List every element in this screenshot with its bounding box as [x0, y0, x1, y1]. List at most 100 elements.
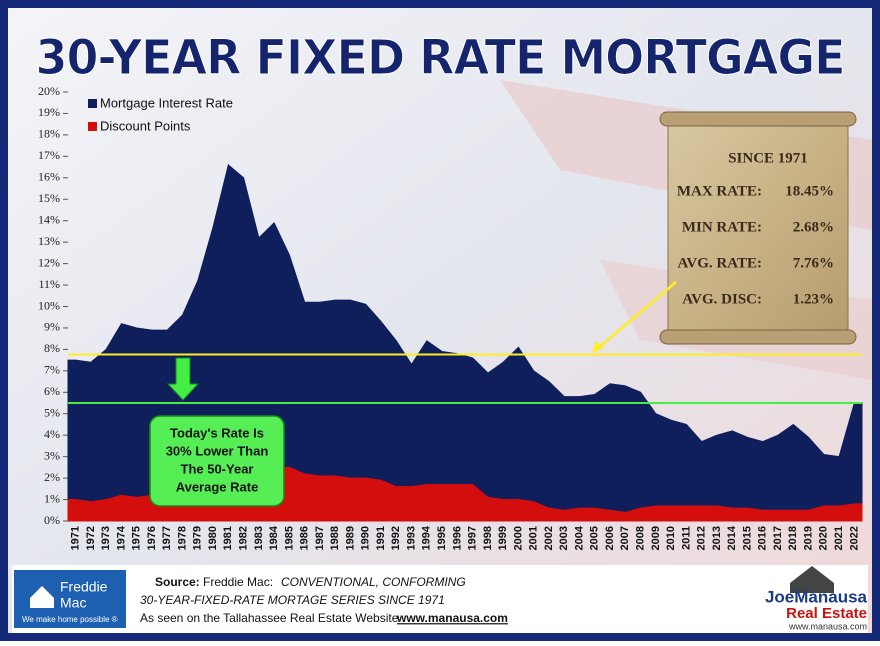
site-link[interactable]: www.manausa.com [396, 611, 508, 625]
x-tick-label: 1988 [329, 526, 341, 550]
x-tick-label: 2017 [772, 526, 784, 550]
x-tick-label: 2015 [741, 526, 753, 550]
x-tick-label: 2011 [680, 526, 692, 550]
x-tick-label: 1995 [436, 526, 448, 550]
y-tick-label: 0% [44, 513, 60, 527]
pointer-arrow [595, 281, 677, 351]
x-tick-label: 1980 [207, 526, 219, 550]
callout-arrow [166, 357, 200, 401]
y-tick-label: 1% [44, 491, 60, 505]
x-tick-label: 2010 [665, 526, 677, 550]
stat-label: MAX RATE: [677, 183, 762, 199]
x-tick-label: 2021 [833, 526, 845, 550]
stat-label: AVG. RATE: [678, 255, 762, 271]
x-tick-label: 2014 [726, 525, 738, 550]
x-tick-label: 1978 [176, 526, 188, 550]
y-tick-label: 9% [44, 320, 60, 334]
x-tick-label: 1977 [161, 526, 173, 550]
logo-text: Mac [60, 595, 86, 611]
x-tick-label: 1986 [299, 526, 311, 550]
stat-value: 7.76% [793, 255, 834, 271]
x-tick-label: 1994 [421, 525, 433, 550]
y-tick-label: 6% [44, 384, 60, 398]
y-tick-label: 11% [38, 277, 60, 291]
pointer-head [592, 341, 604, 353]
x-tick-label: 1976 [146, 526, 158, 550]
scroll-roll [659, 111, 857, 127]
y-tick-label: 16% [38, 170, 60, 184]
x-tick-label: 1997 [467, 526, 479, 550]
x-tick-label: 1985 [283, 526, 295, 550]
scroll-roll [659, 329, 857, 345]
x-tick-label: 1971 [70, 526, 82, 550]
x-tick-label: 1998 [482, 526, 494, 550]
legend-swatch [88, 122, 97, 131]
y-tick-label: 10% [38, 298, 60, 312]
x-tick-label: 1996 [451, 526, 463, 550]
legend-label: Mortgage Interest Rate [100, 95, 233, 110]
y-tick-label: 18% [38, 127, 60, 141]
y-tick-label: 20% [38, 84, 60, 98]
seen-on: As seen on the Tallahassee Real Estate W… [140, 611, 399, 625]
x-tick-label: 1981 [222, 526, 234, 550]
x-tick-label: 2020 [818, 526, 830, 550]
chart-title: 30-YEAR FIXED RATE MORTGAGE [35, 30, 844, 86]
x-tick-label: 2001 [528, 526, 540, 550]
y-tick-label: 13% [38, 234, 60, 248]
stat-value: 1.23% [793, 291, 834, 307]
callout-text: Today's Rate Is [170, 425, 264, 440]
series-line: 30-YEAR-FIXED-RATE MORTAGE SERIES SINCE … [140, 593, 445, 607]
x-tick-label: 1979 [192, 526, 204, 550]
stat-label: AVG. DISC: [682, 291, 762, 307]
x-tick-label: 1987 [314, 526, 326, 550]
source-detail: CONVENTIONAL, CONFORMING [281, 575, 466, 589]
callout-text: 30% Lower Than [166, 443, 269, 458]
x-tick-label: 2007 [619, 526, 631, 550]
x-tick-label: 2012 [696, 526, 708, 550]
x-tick-label: 1999 [497, 526, 509, 550]
logo-text: Freddie [60, 579, 108, 595]
stat-label: MIN RATE: [682, 219, 762, 235]
logo-url: www.manausa.com [788, 621, 867, 631]
callout-text: Average Rate [176, 479, 259, 494]
y-tick-label: 4% [44, 427, 60, 441]
house-logo [790, 566, 834, 593]
y-tick-label: 14% [38, 212, 60, 226]
x-tick-label: 1982 [238, 526, 250, 550]
house-icon [30, 586, 54, 608]
x-tick-label: 1973 [100, 526, 112, 550]
y-tick-label: 2% [44, 470, 60, 484]
x-tick-label: 1983 [253, 526, 265, 550]
x-tick-label: 1993 [405, 526, 417, 550]
logo-tagline: We make home possible ® [22, 615, 118, 624]
x-tick-label: 1984 [268, 525, 280, 550]
y-tick-label: 12% [38, 255, 60, 269]
footer-band [12, 565, 868, 633]
x-tick-label: 1974 [115, 525, 127, 550]
y-tick-label: 19% [38, 105, 60, 119]
y-tick-label: 15% [38, 191, 60, 205]
x-tick-label: 2005 [589, 526, 601, 550]
x-tick-label: 1972 [85, 526, 97, 550]
x-tick-label: 2003 [558, 526, 570, 550]
x-tick-label: 2013 [711, 526, 723, 550]
stat-value: 18.45% [785, 183, 834, 199]
x-tick-label: 2000 [512, 526, 524, 550]
y-tick-label: 8% [44, 341, 60, 355]
callout [149, 415, 285, 507]
y-tick-label: 7% [44, 363, 60, 377]
x-tick-label: 1991 [375, 526, 387, 550]
scroll [667, 117, 849, 339]
callout-text: The 50-Year [181, 461, 254, 476]
x-tick-label: 1989 [344, 526, 356, 550]
stat-value: 2.68% [793, 219, 834, 235]
x-tick-label: 2018 [787, 526, 799, 550]
y-tick-label: 5% [44, 406, 60, 420]
x-tick-label: 1992 [390, 526, 402, 550]
x-tick-label: 1990 [360, 526, 372, 550]
legend-label: Discount Points [100, 118, 191, 133]
x-tick-label: 1975 [131, 526, 143, 550]
y-tick-label: 3% [44, 448, 60, 462]
x-tick-label: 2004 [573, 525, 585, 550]
